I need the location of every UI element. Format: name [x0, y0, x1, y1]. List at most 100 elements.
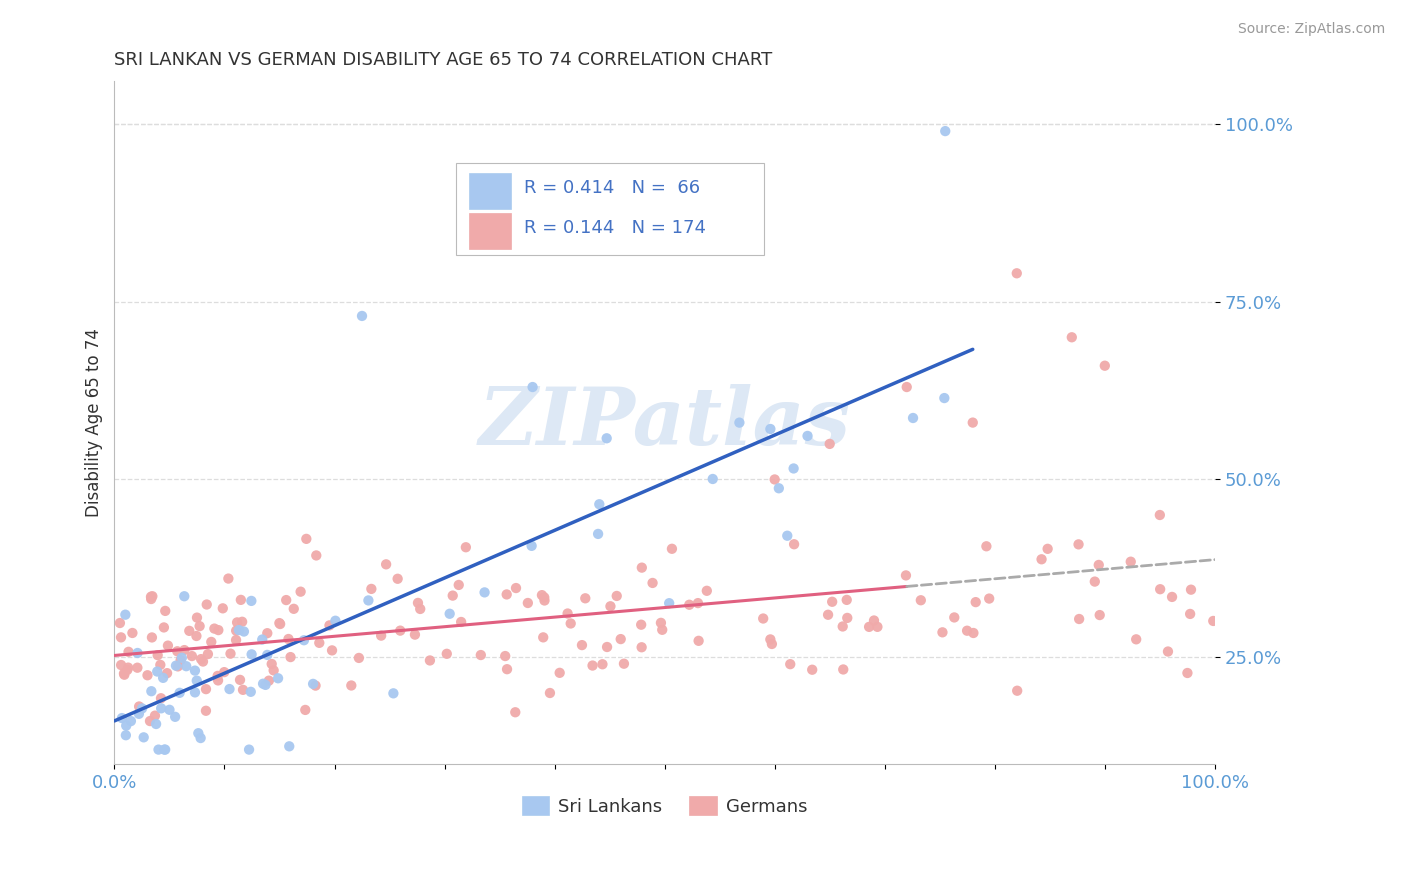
Point — [190, 731, 212, 745]
Point — [496, 662, 519, 676]
Point — [226, 615, 249, 630]
Point — [1084, 574, 1107, 589]
Point — [150, 701, 173, 715]
Point — [910, 593, 932, 607]
Point — [231, 615, 253, 629]
Point — [436, 647, 458, 661]
Point — [688, 633, 710, 648]
Point — [360, 582, 382, 596]
Point — [117, 663, 139, 677]
Point — [1119, 555, 1142, 569]
Point — [195, 598, 218, 612]
FancyBboxPatch shape — [468, 173, 510, 209]
Point — [127, 661, 149, 675]
Point — [818, 437, 841, 451]
Point — [188, 619, 211, 633]
Point — [229, 592, 252, 607]
Point — [1031, 552, 1053, 566]
Point — [256, 626, 278, 640]
Point — [548, 665, 571, 680]
Point — [1202, 614, 1225, 628]
Point — [150, 691, 173, 706]
Point — [531, 631, 554, 645]
Point — [146, 648, 169, 662]
Point — [962, 416, 984, 430]
Point — [239, 685, 262, 699]
Point — [591, 657, 613, 672]
Point — [1005, 266, 1028, 280]
Point — [200, 635, 222, 649]
Point — [321, 643, 343, 657]
Point — [817, 607, 839, 622]
Point — [470, 648, 492, 662]
Point — [207, 669, 229, 683]
Point — [1177, 665, 1199, 680]
Point — [269, 617, 291, 632]
Point — [269, 616, 291, 631]
Point — [678, 598, 700, 612]
Point — [494, 648, 516, 663]
Point — [934, 391, 956, 405]
Point — [530, 588, 553, 602]
Point — [169, 686, 191, 700]
Point — [495, 587, 517, 601]
Point — [630, 617, 652, 632]
Point — [141, 631, 163, 645]
Point — [768, 481, 790, 495]
Point — [146, 665, 169, 679]
Point — [283, 602, 305, 616]
FancyBboxPatch shape — [468, 213, 510, 249]
Point — [538, 686, 561, 700]
Point — [141, 684, 163, 698]
Point — [280, 650, 302, 665]
Point — [571, 638, 593, 652]
Point — [340, 678, 363, 692]
Point — [447, 578, 470, 592]
Point — [167, 659, 190, 673]
Point — [180, 648, 202, 663]
Point — [108, 615, 131, 630]
Point — [184, 685, 207, 699]
Point — [152, 671, 174, 685]
Point — [962, 626, 984, 640]
Point — [295, 532, 318, 546]
Point — [560, 616, 582, 631]
Point — [211, 601, 233, 615]
Point — [641, 576, 664, 591]
Point — [503, 705, 526, 719]
Point — [278, 739, 301, 754]
Point — [1149, 582, 1171, 597]
Point — [145, 717, 167, 731]
Point — [347, 651, 370, 665]
Point — [763, 473, 786, 487]
Point — [630, 560, 652, 574]
Point — [139, 714, 162, 728]
Point — [896, 380, 918, 394]
Point — [186, 629, 208, 643]
Point — [197, 647, 219, 661]
Point — [606, 589, 628, 603]
Point — [325, 614, 347, 628]
Point — [661, 541, 683, 556]
Point — [169, 653, 191, 667]
Point — [609, 632, 631, 646]
Point — [174, 659, 197, 673]
Point — [759, 422, 782, 436]
Point — [217, 572, 239, 586]
Point — [153, 742, 176, 756]
Point — [153, 620, 176, 634]
Point — [976, 539, 998, 553]
Point — [404, 627, 426, 641]
Point — [702, 472, 724, 486]
Point — [441, 589, 464, 603]
Point — [148, 742, 170, 756]
Point — [318, 618, 340, 632]
Point — [505, 581, 527, 595]
Point — [1149, 508, 1171, 522]
Point — [256, 648, 278, 662]
Point — [128, 699, 150, 714]
Point — [117, 660, 139, 674]
Point — [1036, 541, 1059, 556]
FancyBboxPatch shape — [456, 163, 763, 255]
Point — [409, 602, 432, 616]
